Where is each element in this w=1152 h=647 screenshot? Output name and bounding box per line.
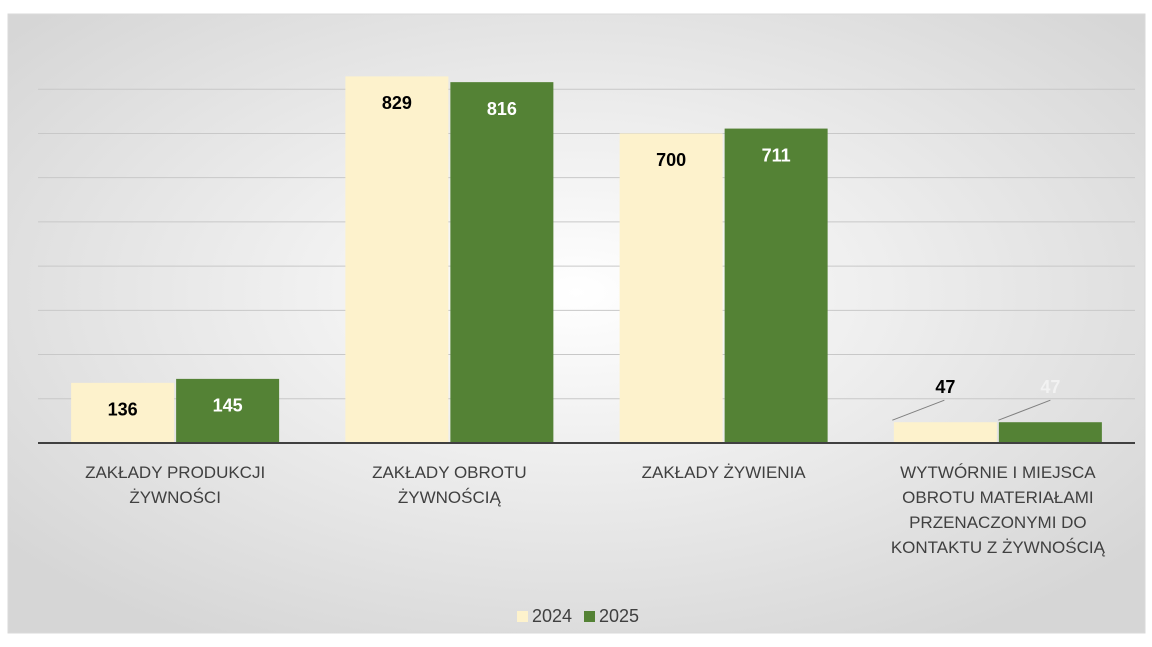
leader-line [892,399,945,421]
data-label: 829 [382,93,412,113]
data-label: 136 [108,400,138,420]
bar [176,378,280,443]
legend-label: 2025 [599,606,640,626]
legend-item: 2024 [517,606,572,627]
legend-label: 2024 [532,606,573,626]
legend-item: 2025 [584,606,639,627]
data-label: 816 [487,99,517,119]
legend-swatch [584,611,595,622]
bar [998,422,1102,443]
x-tick-label: ZAKŁADY OBROTU ŻYWNOŚCIĄ [372,463,527,507]
bar [345,76,449,444]
data-label: 700 [656,150,686,170]
bar [619,133,723,443]
bar [450,82,554,443]
bar [724,128,828,443]
x-tick-label: ZAKŁADY ŻYWIENIA [641,463,806,482]
data-label: 145 [213,396,243,416]
data-label: 47 [1040,377,1060,397]
bar [893,422,997,443]
chart-frame [7,13,1146,634]
bar [71,382,175,443]
data-label: 711 [762,145,791,165]
leader-line [998,399,1051,421]
legend-swatch [517,611,528,622]
x-tick-label: WYTWÓRNIE I MIEJSCA OBROTU MATERIAŁAMI P… [890,463,1105,557]
x-tick-label: ZAKŁADY PRODUKCJI ŻYWNOŚCI [85,463,266,507]
data-label: 47 [935,377,955,397]
